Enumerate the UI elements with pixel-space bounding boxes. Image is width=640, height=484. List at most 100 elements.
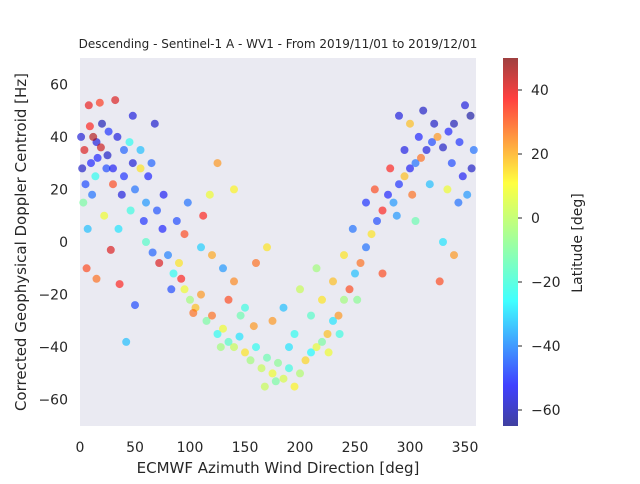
data-point [447, 159, 456, 168]
data-point [408, 190, 417, 199]
data-point [131, 185, 139, 194]
data-point [461, 101, 469, 110]
data-point [419, 106, 428, 115]
data-point [301, 356, 310, 365]
x-tick-label: 100 [177, 440, 204, 456]
data-point [230, 343, 238, 352]
data-point [235, 332, 244, 341]
data-point [82, 264, 91, 273]
data-point [213, 330, 222, 338]
data-point [433, 132, 442, 141]
data-point [257, 364, 266, 373]
data-point [425, 180, 434, 189]
data-point [80, 146, 89, 154]
data-point [205, 190, 214, 199]
data-point [463, 190, 472, 199]
data-point [400, 172, 409, 181]
data-point [183, 198, 192, 207]
colorbar-tick-label: −20 [531, 275, 561, 291]
data-point [439, 238, 447, 246]
data-point [307, 348, 315, 357]
data-point [219, 264, 227, 273]
data-point [186, 295, 194, 304]
data-point [109, 180, 117, 189]
data-point [159, 190, 168, 199]
data-point [353, 295, 362, 304]
x-tick-label: 50 [126, 440, 144, 456]
data-point [148, 248, 157, 257]
data-point [93, 153, 102, 162]
data-point [189, 309, 198, 317]
data-point [367, 230, 376, 239]
x-tick-label: 250 [342, 440, 369, 456]
data-point [268, 316, 277, 325]
data-point [120, 146, 128, 154]
data-point [439, 143, 447, 152]
data-point [290, 382, 299, 391]
data-point [102, 164, 111, 173]
data-point [81, 180, 90, 189]
x-tick-labels: 0 50 100 150 200 250 300 350 [76, 440, 479, 456]
data-point [103, 151, 112, 160]
data-point [142, 238, 150, 246]
x-tick-label: 200 [287, 440, 314, 456]
data-point [260, 382, 269, 391]
colorbar-tick-label: −40 [531, 339, 561, 355]
data-point [78, 164, 87, 173]
data-point [307, 311, 315, 320]
data-point [128, 111, 137, 120]
data-point [268, 369, 277, 378]
data-point [373, 217, 381, 225]
data-point [113, 132, 122, 141]
data-point [348, 224, 357, 233]
data-point [318, 295, 326, 304]
data-point [252, 259, 260, 267]
data-point [378, 206, 387, 215]
data-point [467, 164, 476, 173]
data-point [362, 198, 370, 207]
data-point [411, 217, 420, 225]
data-point [249, 322, 258, 331]
data-point [96, 143, 105, 152]
data-point [131, 301, 139, 310]
data-point [263, 353, 271, 362]
data-point [454, 198, 463, 207]
data-point [125, 138, 134, 147]
data-point [139, 217, 148, 225]
data-point [329, 316, 337, 325]
data-point [450, 251, 458, 260]
data-point [197, 290, 205, 299]
data-point [197, 243, 205, 252]
data-point [213, 159, 222, 168]
data-point [466, 111, 475, 120]
data-point [88, 190, 97, 199]
data-point [126, 206, 135, 215]
data-point [98, 119, 106, 128]
data-point [230, 185, 238, 194]
data-point [469, 146, 478, 154]
data-point [224, 337, 233, 346]
data-point [351, 269, 359, 278]
data-point [241, 303, 249, 312]
data-point [428, 138, 436, 147]
x-axis-label: ECMWF Azimuth Wind Direction [deg] [137, 459, 420, 477]
data-point [114, 224, 123, 233]
colorbar-label: Latitude [deg] [570, 193, 586, 292]
data-point [435, 277, 444, 286]
data-point [202, 316, 211, 325]
y-axis-label: Corrected Geophysical Doppler Centroid [… [12, 73, 30, 411]
data-point [84, 101, 93, 110]
data-point [120, 172, 128, 181]
x-tick-label: 350 [452, 440, 479, 456]
colorbar-tick-label: 20 [531, 147, 549, 163]
data-point [92, 274, 101, 283]
data-point [122, 337, 131, 346]
data-point [136, 164, 145, 173]
data-point [100, 211, 109, 220]
data-point [230, 277, 238, 286]
data-point [271, 377, 280, 386]
data-point [169, 269, 178, 278]
data-point [164, 251, 172, 260]
scatter-points [77, 96, 478, 391]
data-point [180, 230, 189, 239]
